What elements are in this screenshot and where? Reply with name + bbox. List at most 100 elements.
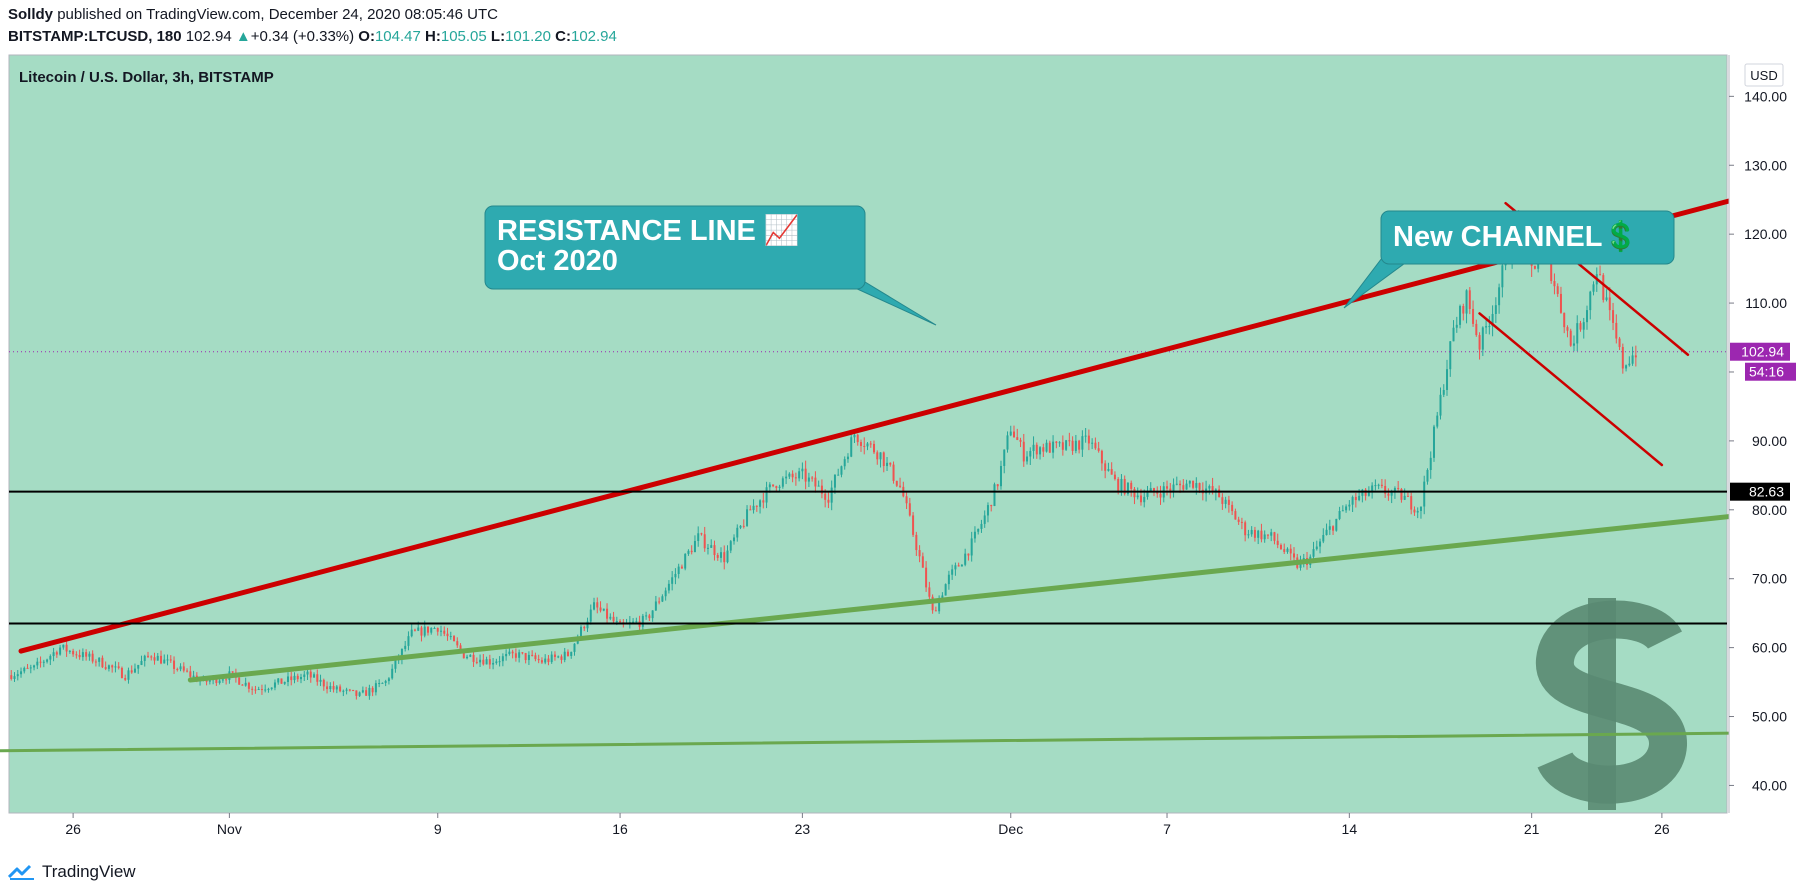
- tradingview-brand[interactable]: TradingView: [8, 862, 136, 882]
- candle-body: [654, 601, 657, 611]
- price-change: +0.34 (+0.33%): [250, 28, 355, 45]
- candle-body: [1384, 485, 1387, 494]
- candle-body: [514, 653, 517, 658]
- candle-body: [355, 690, 358, 696]
- callouts[interactable]: RESISTANCE LINE 📈Oct 2020 New CHANNEL💲: [484, 205, 1675, 326]
- candle-body: [456, 641, 459, 646]
- candle-body: [120, 667, 123, 679]
- candle-body: [1208, 486, 1211, 489]
- candle-body: [807, 477, 810, 482]
- candle-body: [495, 661, 498, 663]
- plot-area[interactable]: [8, 54, 1728, 814]
- candle-body: [762, 500, 765, 503]
- time-axis-bg: [9, 813, 1727, 842]
- candle-body: [876, 452, 879, 460]
- candle-body: [990, 505, 993, 507]
- candle-body: [446, 633, 449, 637]
- candle-body: [75, 654, 78, 656]
- candle-body: [231, 671, 234, 673]
- candle-body: [98, 657, 101, 662]
- candle-body: [1084, 435, 1087, 437]
- drawings[interactable]: [0, 133, 1805, 753]
- candle-body: [505, 653, 508, 657]
- publish-info: Solldy published on TradingView.com, Dec…: [8, 6, 498, 23]
- candle-body: [895, 480, 898, 486]
- candle-body: [1556, 286, 1559, 294]
- candle-body: [433, 628, 436, 630]
- candle-body: [1442, 389, 1445, 395]
- candle-body: [186, 670, 189, 672]
- candle-body: [1621, 347, 1624, 369]
- candle-body: [1019, 439, 1022, 442]
- y-tick-label: 130.00: [1744, 157, 1787, 173]
- candle-body: [345, 689, 348, 691]
- candle-body: [1380, 484, 1383, 486]
- candle-body: [124, 678, 127, 680]
- candle-body: [1071, 440, 1074, 451]
- candle-body: [1563, 312, 1566, 328]
- candle-body: [1397, 488, 1400, 490]
- candle-body: [257, 689, 260, 691]
- candle-body: [1625, 365, 1628, 369]
- candle-body: [602, 608, 605, 611]
- candle-body: [648, 615, 651, 619]
- candle-body: [111, 665, 114, 668]
- candle-body: [703, 534, 706, 549]
- candle-body: [957, 565, 960, 567]
- candle-body: [1289, 548, 1292, 554]
- candle-body: [488, 659, 491, 665]
- candle-body: [1468, 290, 1471, 309]
- candle-body: [1436, 415, 1439, 427]
- candle-body: [182, 666, 185, 671]
- candle-body: [1039, 447, 1042, 455]
- candle-body: [319, 679, 322, 682]
- candle-body: [81, 652, 84, 658]
- candle-body: [1419, 506, 1422, 511]
- candle-body: [1341, 510, 1344, 512]
- candle-body: [553, 654, 556, 657]
- x-tick-label: 26: [1654, 821, 1670, 837]
- candle-body: [837, 474, 840, 476]
- price-badges: 102.94 54:16 82.63: [1730, 342, 1796, 501]
- candle-body: [814, 477, 817, 487]
- candle-body: [785, 476, 788, 479]
- candle-body: [1156, 492, 1159, 494]
- candle-body: [55, 652, 58, 655]
- candle-body: [475, 661, 478, 663]
- candle-body: [306, 671, 309, 675]
- candle-body: [423, 626, 426, 636]
- candle-body: [996, 484, 999, 487]
- candle-body: [915, 534, 918, 551]
- candle-body: [280, 678, 283, 684]
- candle-body: [462, 650, 465, 659]
- time-axis[interactable]: 26 Nov 9 16 23 Dec 7 14 21 26: [9, 812, 1727, 842]
- candle-body: [501, 656, 504, 662]
- candle-body: [859, 442, 862, 446]
- candle-body: [1094, 442, 1097, 449]
- candle-body: [283, 682, 286, 684]
- candle-body: [114, 666, 117, 668]
- candle-body: [221, 679, 224, 681]
- candle-body: [612, 616, 615, 622]
- candle-body: [1602, 275, 1605, 300]
- candle-body: [970, 538, 973, 556]
- last-price: 102.94: [185, 28, 232, 45]
- author-name[interactable]: Solldy: [8, 6, 54, 23]
- candle-body: [1439, 394, 1442, 416]
- candle-body: [1615, 322, 1618, 339]
- candle-body: [1123, 478, 1126, 494]
- price-axis[interactable]: USD40.0050.0060.0070.0080.0090.00100.001…: [1728, 55, 1805, 813]
- candle-body: [10, 675, 13, 679]
- candle-body: [466, 656, 469, 659]
- x-tick-label: 16: [612, 821, 628, 837]
- candle-body: [599, 607, 602, 611]
- candle-body: [1586, 310, 1589, 323]
- candle-body: [49, 656, 52, 660]
- candle-body: [746, 509, 749, 526]
- candle-body: [378, 683, 381, 685]
- candle-body: [176, 668, 179, 670]
- candle-body: [1149, 488, 1152, 492]
- level-price-badge: [1730, 482, 1790, 501]
- candle-body: [1589, 291, 1592, 311]
